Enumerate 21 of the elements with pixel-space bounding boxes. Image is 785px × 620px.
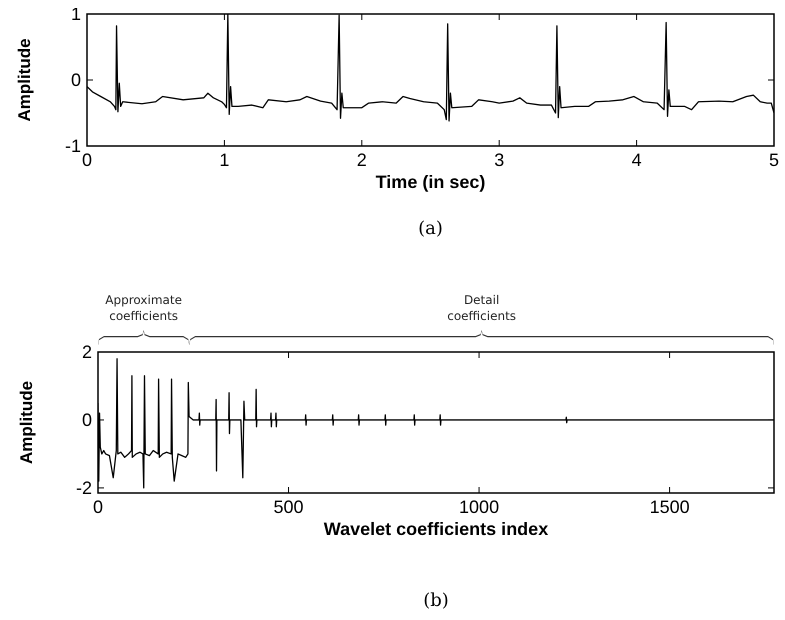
x-axis-title: Wavelet coefficients index (324, 519, 548, 539)
x-tick-label: 4 (632, 150, 642, 170)
y-tick-label: -1 (64, 136, 81, 156)
x-tick-label: 2 (356, 150, 367, 170)
text: Detail coefficients (447, 293, 516, 323)
text: (b) (423, 590, 449, 611)
y-tick-label: 0 (82, 410, 92, 430)
y-axis-title: Amplitude (15, 38, 34, 122)
x-tick-label: 500 (274, 497, 304, 517)
x-tick-label: 1000 (459, 497, 500, 517)
text: Approximate coefficients (105, 293, 182, 323)
x-tick-label: 1 (219, 150, 230, 170)
y-tick-label: -2 (76, 478, 92, 498)
text: (a) (418, 218, 443, 239)
y-axis-title: Amplitude (17, 380, 36, 464)
x-tick-label: 5 (768, 150, 780, 170)
x-tick-label: 3 (494, 150, 504, 170)
x-axis-title: Time (in sec) (376, 172, 486, 192)
y-tick-label: 2 (82, 342, 92, 362)
x-tick-label: 1500 (650, 497, 690, 517)
y-tick-label: 0 (70, 70, 81, 90)
